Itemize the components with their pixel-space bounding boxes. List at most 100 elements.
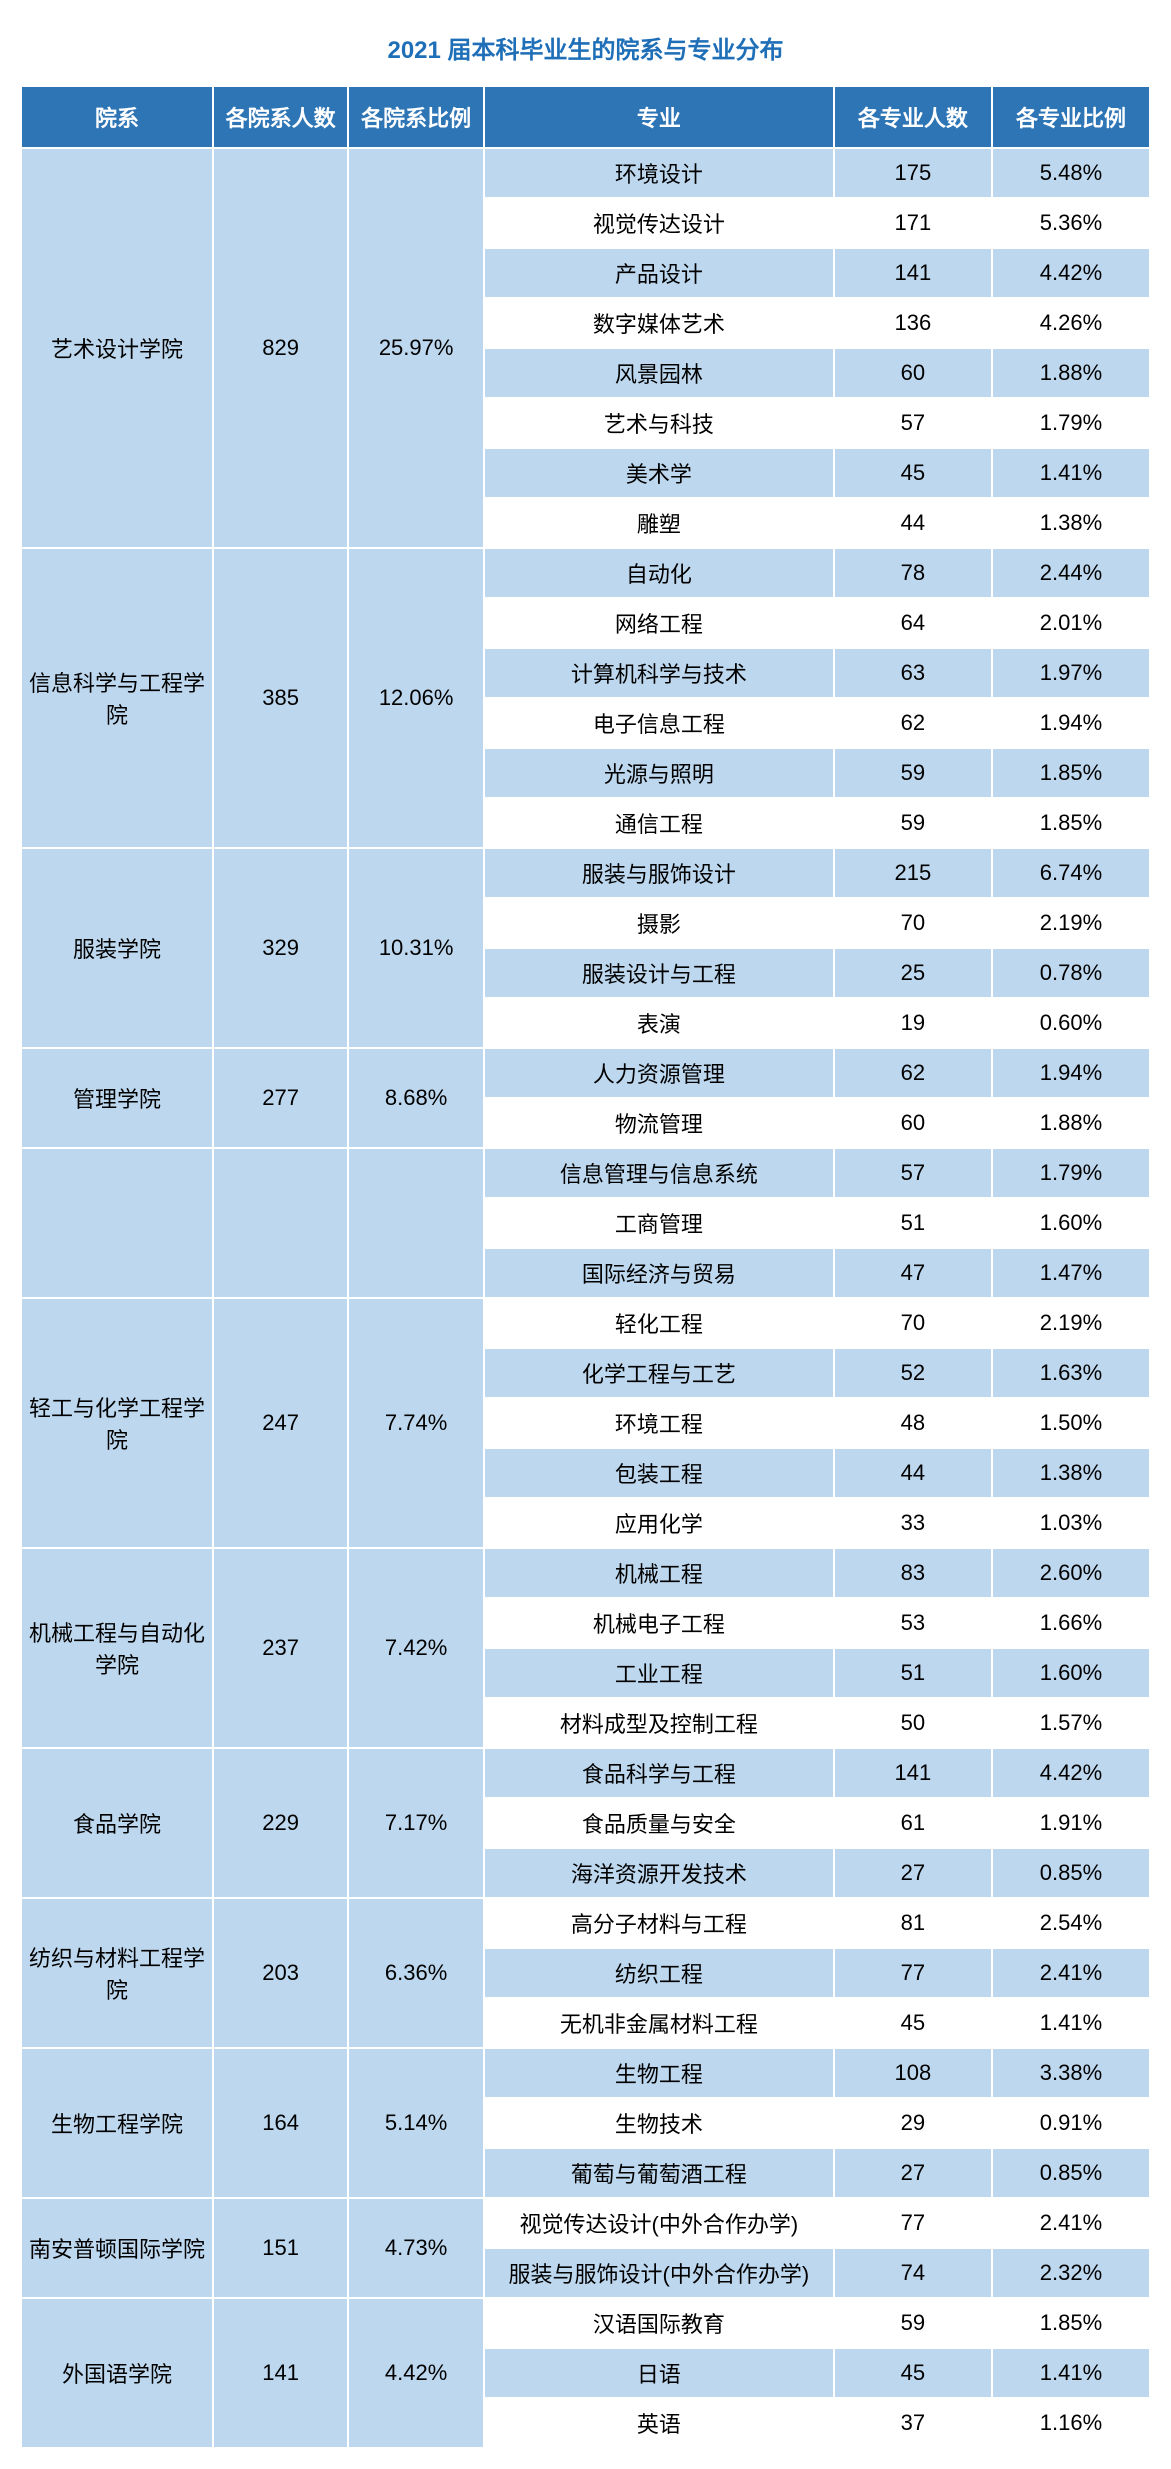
major-pct: 3.38% xyxy=(992,2048,1150,2098)
major-pct: 2.54% xyxy=(992,1898,1150,1948)
major-name: 机械工程 xyxy=(484,1548,834,1598)
major-count: 45 xyxy=(834,448,992,498)
major-count: 51 xyxy=(834,1648,992,1698)
major-count: 44 xyxy=(834,1448,992,1498)
major-name: 网络工程 xyxy=(484,598,834,648)
major-pct: 0.78% xyxy=(992,948,1150,998)
major-pct: 2.44% xyxy=(992,548,1150,598)
col-dept-count: 各院系人数 xyxy=(213,86,348,148)
major-pct: 1.85% xyxy=(992,748,1150,798)
dept-pct xyxy=(348,1148,483,1298)
major-count: 60 xyxy=(834,1098,992,1148)
major-count: 51 xyxy=(834,1198,992,1248)
major-pct: 6.74% xyxy=(992,848,1150,898)
major-count: 47 xyxy=(834,1248,992,1298)
dept-name: 外国语学院 xyxy=(21,2298,213,2448)
table-row: 生物工程学院1645.14%生物工程1083.38% xyxy=(21,2048,1150,2098)
table-row: 管理学院2778.68%人力资源管理621.94% xyxy=(21,1048,1150,1098)
major-pct: 1.41% xyxy=(992,2348,1150,2398)
major-name: 环境工程 xyxy=(484,1398,834,1448)
major-pct: 1.60% xyxy=(992,1648,1150,1698)
major-pct: 1.47% xyxy=(992,1248,1150,1298)
major-pct: 4.42% xyxy=(992,1748,1150,1798)
major-pct: 1.85% xyxy=(992,2298,1150,2348)
major-count: 27 xyxy=(834,1848,992,1898)
dept-pct: 4.73% xyxy=(348,2198,483,2298)
major-count: 50 xyxy=(834,1698,992,1748)
major-name: 自动化 xyxy=(484,548,834,598)
major-count: 136 xyxy=(834,298,992,348)
table-row: 信息管理与信息系统571.79% xyxy=(21,1148,1150,1198)
table-row: 南安普顿国际学院1514.73%视觉传达设计(中外合作办学)772.41% xyxy=(21,2198,1150,2248)
major-pct: 1.91% xyxy=(992,1798,1150,1848)
dept-name: 生物工程学院 xyxy=(21,2048,213,2198)
major-pct: 1.79% xyxy=(992,1148,1150,1198)
major-pct: 1.94% xyxy=(992,1048,1150,1098)
major-count: 74 xyxy=(834,2248,992,2298)
table-row: 机械工程与自动化学院2377.42%机械工程832.60% xyxy=(21,1548,1150,1598)
dept-count: 141 xyxy=(213,2298,348,2448)
major-name: 高分子材料与工程 xyxy=(484,1898,834,1948)
major-name: 生物工程 xyxy=(484,2048,834,2098)
major-pct: 1.50% xyxy=(992,1398,1150,1448)
dept-count: 203 xyxy=(213,1898,348,2048)
major-name: 纺织工程 xyxy=(484,1948,834,1998)
major-pct: 1.94% xyxy=(992,698,1150,748)
major-name: 无机非金属材料工程 xyxy=(484,1998,834,2048)
dept-count: 277 xyxy=(213,1048,348,1148)
major-name: 通信工程 xyxy=(484,798,834,848)
major-count: 27 xyxy=(834,2148,992,2198)
major-name: 数字媒体艺术 xyxy=(484,298,834,348)
major-count: 48 xyxy=(834,1398,992,1448)
major-name: 服装设计与工程 xyxy=(484,948,834,998)
major-name: 艺术与科技 xyxy=(484,398,834,448)
table-row: 食品学院2297.17%食品科学与工程1414.42% xyxy=(21,1748,1150,1798)
major-pct: 1.16% xyxy=(992,2398,1150,2448)
major-count: 57 xyxy=(834,1148,992,1198)
major-pct: 0.91% xyxy=(992,2098,1150,2148)
major-pct: 5.48% xyxy=(992,148,1150,198)
major-name: 光源与照明 xyxy=(484,748,834,798)
major-name: 工业工程 xyxy=(484,1648,834,1698)
major-pct: 1.57% xyxy=(992,1698,1150,1748)
dept-count: 151 xyxy=(213,2198,348,2298)
major-name: 摄影 xyxy=(484,898,834,948)
major-pct: 1.88% xyxy=(992,348,1150,398)
major-name: 应用化学 xyxy=(484,1498,834,1548)
table-row: 外国语学院1414.42%汉语国际教育591.85% xyxy=(21,2298,1150,2348)
col-major: 专业 xyxy=(484,86,834,148)
major-name: 视觉传达设计 xyxy=(484,198,834,248)
major-count: 141 xyxy=(834,248,992,298)
major-name: 英语 xyxy=(484,2398,834,2448)
major-pct: 2.01% xyxy=(992,598,1150,648)
dept-name: 服装学院 xyxy=(21,848,213,1048)
page-title: 2021 届本科毕业生的院系与专业分布 xyxy=(20,30,1151,65)
major-count: 62 xyxy=(834,1048,992,1098)
major-count: 171 xyxy=(834,198,992,248)
major-count: 60 xyxy=(834,348,992,398)
major-pct: 5.36% xyxy=(992,198,1150,248)
major-name: 计算机科学与技术 xyxy=(484,648,834,698)
major-pct: 1.38% xyxy=(992,498,1150,548)
table-row: 纺织与材料工程学院2036.36%高分子材料与工程812.54% xyxy=(21,1898,1150,1948)
dept-name: 机械工程与自动化学院 xyxy=(21,1548,213,1748)
major-count: 44 xyxy=(834,498,992,548)
major-pct: 2.60% xyxy=(992,1548,1150,1598)
dept-count xyxy=(213,1148,348,1298)
major-name: 日语 xyxy=(484,2348,834,2398)
major-count: 78 xyxy=(834,548,992,598)
dept-name: 管理学院 xyxy=(21,1048,213,1148)
major-pct: 4.42% xyxy=(992,248,1150,298)
major-count: 25 xyxy=(834,948,992,998)
major-pct: 1.85% xyxy=(992,798,1150,848)
major-name: 材料成型及控制工程 xyxy=(484,1698,834,1748)
major-pct: 1.03% xyxy=(992,1498,1150,1548)
major-count: 29 xyxy=(834,2098,992,2148)
major-count: 61 xyxy=(834,1798,992,1848)
major-pct: 4.26% xyxy=(992,298,1150,348)
dept-pct: 6.36% xyxy=(348,1898,483,2048)
dept-count: 829 xyxy=(213,148,348,548)
major-count: 19 xyxy=(834,998,992,1048)
major-count: 52 xyxy=(834,1348,992,1398)
major-name: 表演 xyxy=(484,998,834,1048)
